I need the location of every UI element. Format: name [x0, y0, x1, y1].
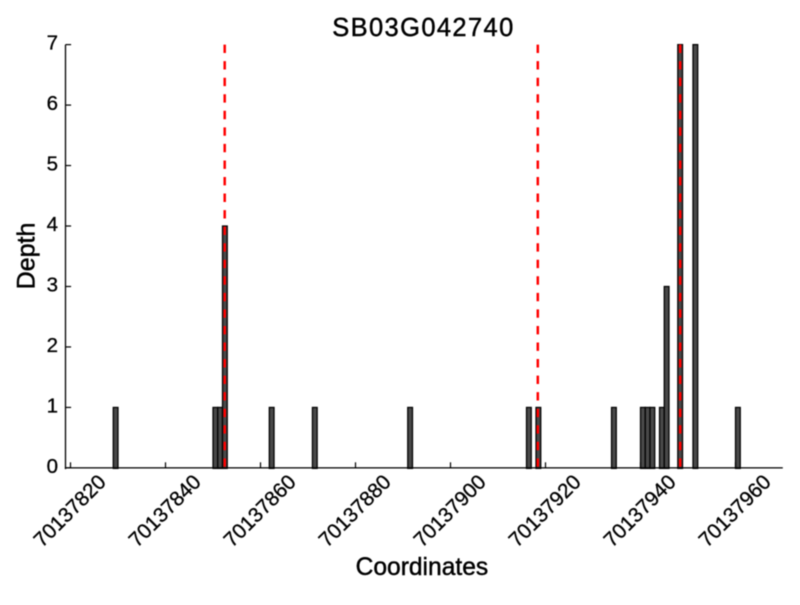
svg-text:7: 7 — [47, 32, 58, 55]
svg-text:6: 6 — [47, 92, 58, 115]
svg-text:4: 4 — [47, 213, 58, 236]
svg-text:Coordinates: Coordinates — [356, 554, 489, 581]
svg-text:5: 5 — [47, 153, 58, 176]
svg-text:3: 3 — [47, 274, 58, 297]
svg-text:Depth: Depth — [13, 223, 41, 290]
svg-text:2: 2 — [47, 334, 58, 357]
svg-text:1: 1 — [47, 395, 58, 418]
svg-text:0: 0 — [47, 455, 58, 478]
svg-text:SB03G042740: SB03G042740 — [332, 14, 513, 42]
